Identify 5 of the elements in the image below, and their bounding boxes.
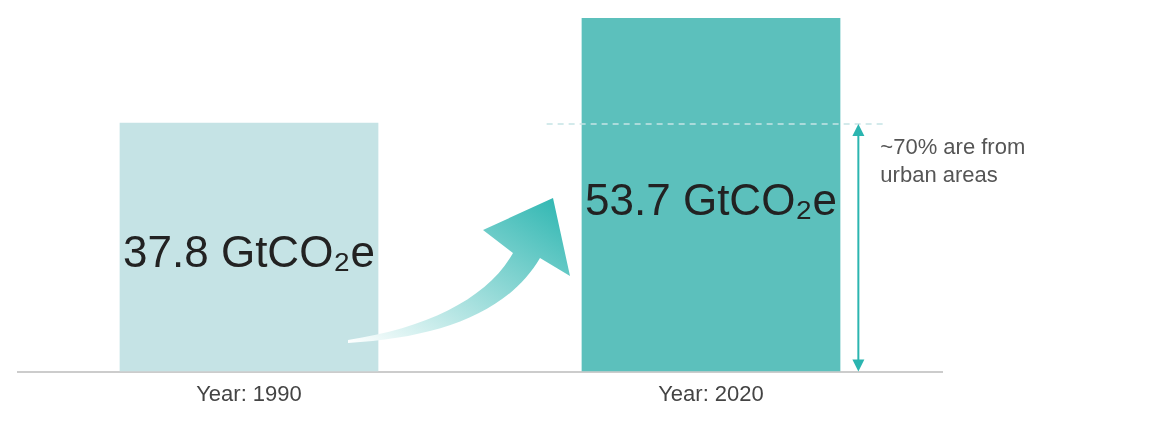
data-label: 53.7 GtCO₂e	[585, 174, 837, 224]
ref-line-label: ~70% are from urban areas	[880, 134, 1026, 188]
x-tick-label: Year: 1990	[196, 380, 302, 406]
x-tick-label: Year: 2020	[658, 380, 764, 406]
data-label: 37.8 GtCO₂e	[123, 227, 375, 277]
